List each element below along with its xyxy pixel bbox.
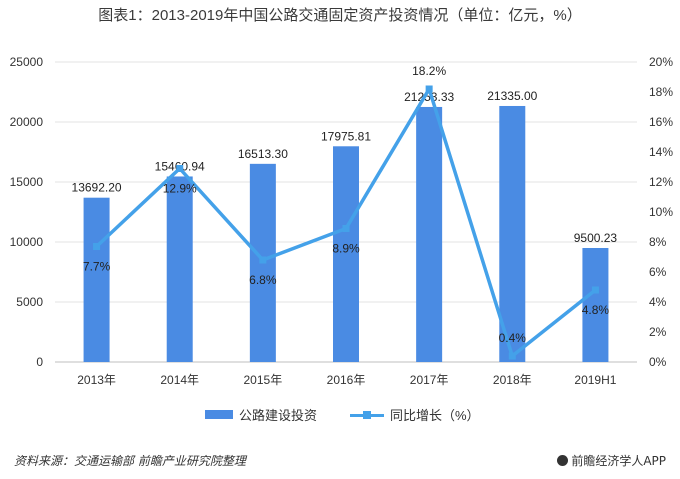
line-point (425, 85, 433, 93)
line-value-labels: 7.7% 12.9% 6.8% 8.9% 18.2% 0.4% 4.8% (83, 64, 610, 345)
x-tick-label: 2018年 (493, 373, 532, 387)
bar-value-labels: 13692.2015460.9416513.3017975.8121253.33… (72, 89, 618, 245)
bar-value-label: 21253.33 (404, 90, 454, 104)
y-right-tick-label: 6% (649, 265, 667, 279)
x-tick-label: 2019H1 (574, 373, 616, 387)
y-right-tick-label: 8% (649, 235, 667, 249)
y-right-tick-label: 12% (649, 175, 673, 189)
line-point (93, 243, 101, 250)
y-left-tick-label: 25000 (10, 55, 44, 69)
x-tick-label: 2017年 (410, 373, 449, 387)
brand-logo-icon (557, 455, 569, 466)
legend-item-line: 同比增长（%） (350, 405, 480, 424)
source-note: 资料来源：交通运输部 前瞻产业研究院整理 (14, 454, 246, 468)
line-point (508, 352, 516, 360)
legend-bar-label: 公路建设投资 (239, 408, 318, 423)
line-point (342, 225, 350, 232)
brand-credit: 前瞻经济学人APP (557, 452, 666, 469)
x-tick-label: 2016年 (327, 373, 366, 387)
line-point (176, 165, 184, 172)
legend-bar-swatch (205, 410, 233, 419)
bar-value-label: 9500.23 (574, 231, 618, 245)
y-right-tick-label: 4% (649, 295, 667, 309)
bar (499, 105, 526, 362)
bar-value-label: 16513.30 (238, 147, 288, 161)
bar (83, 197, 110, 362)
bar (166, 176, 193, 362)
bar (333, 146, 359, 362)
y-left-tick-label: 0 (36, 355, 43, 369)
y-right-tick-label: 18% (649, 85, 673, 99)
bar-value-label: 13692.20 (72, 181, 122, 195)
line-value-label: 6.8% (249, 273, 277, 287)
line-series (93, 85, 599, 360)
chart-title: 图表1：2013-2019年中国公路交通固定资产投资情况（单位：亿元，%） (98, 7, 582, 24)
bar (582, 247, 609, 362)
legend-line-label: 同比增长（%） (390, 408, 480, 423)
line-value-label: 18.2% (412, 64, 446, 78)
line-value-label: 4.8% (582, 303, 610, 317)
y-axis-right-ticks: 0% 2% 4% 6% 8% 10% 12% 14% 16% 18% 20% (649, 55, 673, 369)
line-point (259, 256, 267, 264)
brand-name: 前瞻经济学人APP (571, 454, 666, 468)
line-value-label: 0.4% (499, 331, 527, 345)
bar (416, 106, 443, 362)
y-right-tick-label: 16% (649, 115, 673, 129)
x-tick-label: 2014年 (160, 373, 199, 387)
y-right-tick-label: 2% (649, 325, 667, 339)
y-left-tick-label: 5000 (16, 295, 43, 309)
line-value-label: 7.7% (83, 260, 111, 274)
legend-item-bar: 公路建设投资 (205, 405, 317, 424)
y-right-tick-label: 20% (649, 55, 673, 69)
y-left-tick-label: 20000 (10, 115, 44, 129)
y-axis-left-ticks: 0 5000 10000 15000 20000 25000 (10, 55, 44, 369)
y-left-tick-label: 10000 (10, 235, 44, 249)
y-right-tick-label: 10% (649, 205, 673, 219)
bar-value-label: 21335.00 (487, 89, 537, 103)
x-tick-label: 2015年 (244, 373, 283, 387)
line-value-label: 8.9% (332, 242, 360, 256)
line-value-label: 12.9% (163, 182, 197, 196)
bar-series (83, 105, 609, 362)
y-left-tick-label: 15000 (10, 175, 44, 189)
y-right-tick-label: 0% (649, 355, 667, 369)
x-axis-ticks: 2013年 2014年 2015年 2016年 2017年 2018年 2019H1 (77, 373, 617, 387)
y-right-tick-label: 14% (649, 145, 673, 159)
x-tick-label: 2013年 (77, 373, 116, 387)
legend-line-swatch (350, 411, 384, 420)
line-point (591, 286, 599, 294)
bar-value-label: 17975.81 (321, 129, 371, 143)
